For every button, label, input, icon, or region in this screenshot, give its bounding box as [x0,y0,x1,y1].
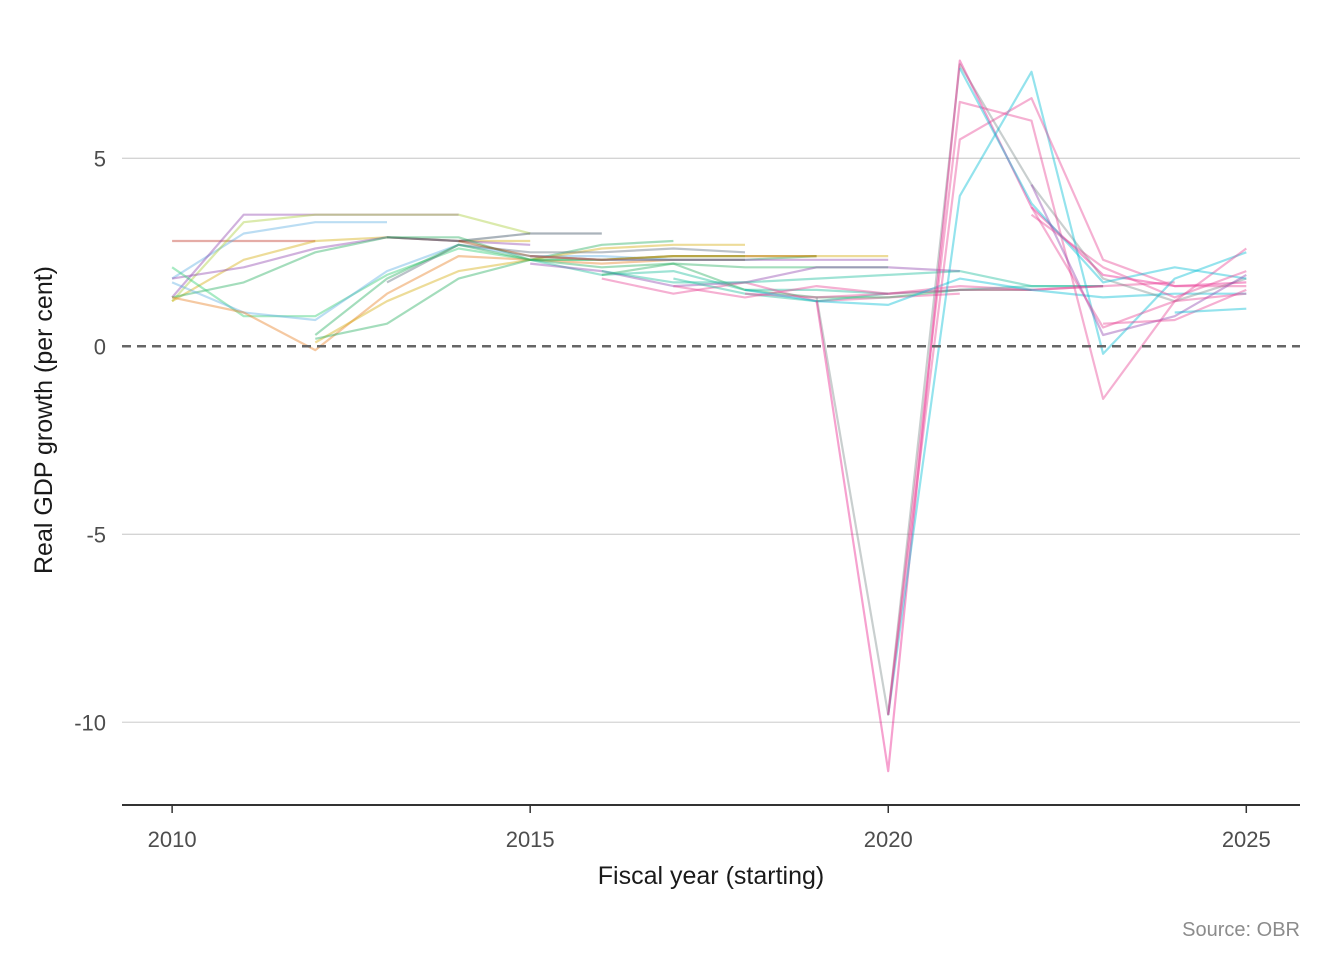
x-tick-label: 2010 [148,827,197,852]
series-line [601,270,1104,288]
series-line [315,258,889,340]
series-line [458,239,817,261]
series-lines [171,59,1247,773]
series-line [171,213,459,299]
series-line [673,285,1104,299]
series-line [744,281,1175,299]
tick-labels: 2010 2015 2020 2025 5 0 -5 -10 [74,146,1271,852]
y-tick-label: 0 [94,334,106,359]
series-line [958,67,1247,284]
series-line [601,262,1032,299]
series-line [386,243,746,284]
series-line [171,255,745,352]
series-line [171,236,531,303]
axes [122,804,1300,813]
series-line [887,70,1247,715]
series-line [530,255,889,261]
y-tick-label: -10 [74,710,106,735]
gridlines [122,157,1300,723]
series-line [673,277,1104,303]
source-caption: Source: OBR [1182,919,1300,941]
series-line [314,243,745,344]
series-line [744,277,1247,306]
series-line [815,59,1247,773]
series-line [171,213,531,302]
series-line [815,63,1247,716]
x-axis-title: Fiscal year (starting) [598,862,824,890]
series-line [529,258,889,295]
series-line [171,243,745,322]
x-tick-label: 2020 [864,827,913,852]
series-line [1103,288,1247,325]
series-line [171,236,674,299]
series-line [1030,184,1247,337]
series-line [1030,213,1247,299]
series-line [1030,206,1247,329]
series-line [530,262,960,288]
x-tick-label: 2025 [1222,827,1271,852]
series-line [171,236,531,280]
series-line [887,100,1247,715]
series-line [386,232,602,243]
y-axis-title: Real GDP growth (per cent) [30,266,58,574]
series-line [601,277,960,303]
y-tick-label: 5 [94,146,106,171]
series-line [171,247,745,318]
series-line [887,97,1247,715]
series-line [1174,307,1247,314]
y-tick-label: -5 [86,522,106,547]
x-tick-label: 2015 [506,827,555,852]
series-line [171,221,387,280]
series-line [530,255,889,261]
series-line [314,243,817,336]
